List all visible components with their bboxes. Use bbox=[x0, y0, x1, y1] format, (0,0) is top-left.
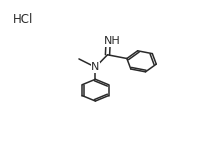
Text: N: N bbox=[91, 62, 100, 72]
Text: NH: NH bbox=[104, 36, 120, 46]
Text: HCl: HCl bbox=[13, 13, 33, 26]
